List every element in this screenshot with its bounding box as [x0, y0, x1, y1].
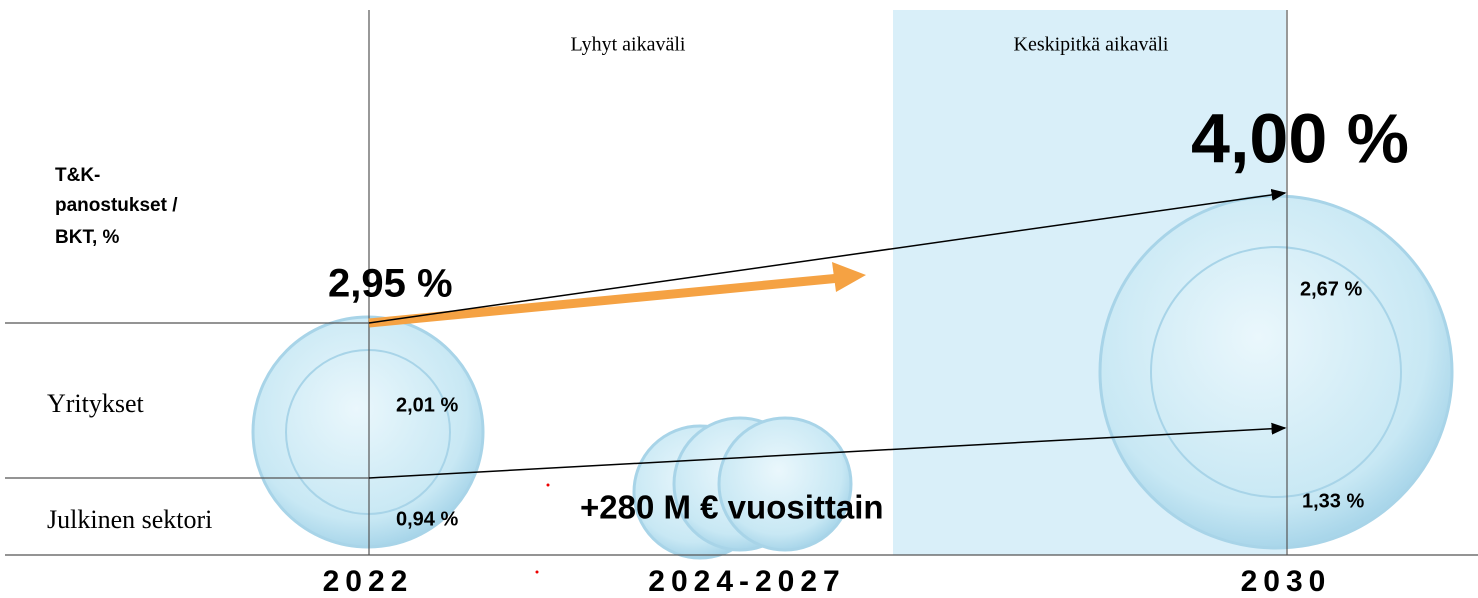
- dot: [536, 571, 539, 574]
- value: 2,67 %: [1300, 278, 1362, 300]
- value: 2,01 %: [396, 394, 458, 416]
- row-label: Yritykset: [47, 389, 145, 418]
- orange-arrowhead: [832, 262, 866, 292]
- short-term-label: Lyhyt aikaväli: [571, 34, 686, 56]
- row-label: Julkinen sektori: [47, 505, 212, 534]
- value: 1,33 %: [1302, 490, 1364, 512]
- year: 2030: [1241, 565, 1332, 598]
- dot: [547, 484, 550, 487]
- indicator-label: BKT, %: [55, 227, 120, 248]
- total-2030: 4,00 %: [1191, 99, 1409, 177]
- value: 0,94 %: [396, 508, 458, 530]
- total-2022: 2,95 %: [328, 262, 453, 306]
- indicator-label: T&K-: [55, 165, 100, 186]
- slide: Lyhyt aikaväli Keskipitkä aikaväli 4,00 …: [0, 0, 1478, 598]
- medium-term-label: Keskipitkä aikaväli: [1014, 34, 1169, 56]
- indicator-label: panostukset /: [55, 195, 178, 216]
- year: 2024-2027: [648, 565, 845, 598]
- annotation: +280 M € vuosittain: [580, 489, 884, 526]
- year: 2022: [323, 565, 414, 598]
